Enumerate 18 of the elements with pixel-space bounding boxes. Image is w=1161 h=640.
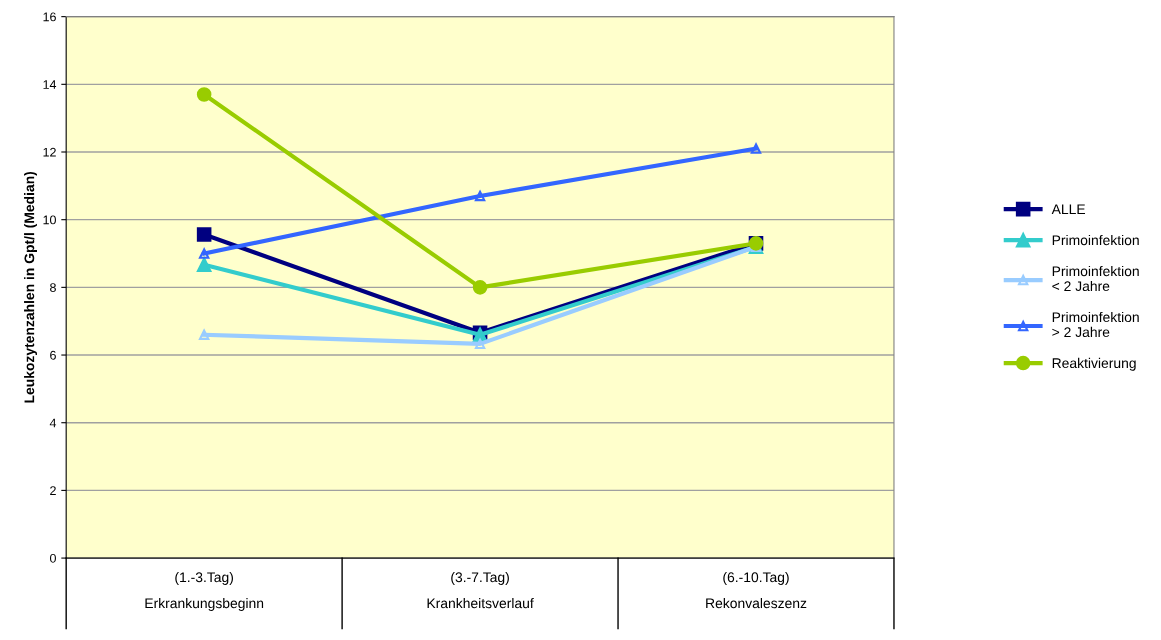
legend-label: ALLE [1051,204,1086,214]
y-tick-label: 0 [49,553,56,563]
x-tick-label: (3.-7.Tag) Krankheitsverlauf [427,571,534,609]
y-axis-title: Leukozytenzahlen in Gpt/l (Median) [24,171,37,403]
y-tick-label: 2 [50,486,56,495]
y-tick-label: 14 [43,80,57,89]
y-tick-label: 6 [50,350,56,360]
y-tick-label: 16 [43,12,56,22]
y-tick-label: 12 [43,147,56,157]
x-tick-label: (1.-3.Tag) Erkrankungsbeginn [145,571,264,611]
legend-label: Reaktivierung [1052,357,1136,371]
legend-label: Primoinfektion > 2 Jahre [1052,311,1139,338]
y-tick-label: 8 [50,283,56,293]
x-tick-label: (6.-10.Tag) Rekonvaleszenz [706,571,807,609]
y-tick-label: 10 [43,215,56,225]
y-tick-label: 4 [49,418,57,428]
legend-label: Primoinfektion [1052,234,1139,246]
legend-label: Primoinfektion < 2 Jahre [1052,265,1139,292]
